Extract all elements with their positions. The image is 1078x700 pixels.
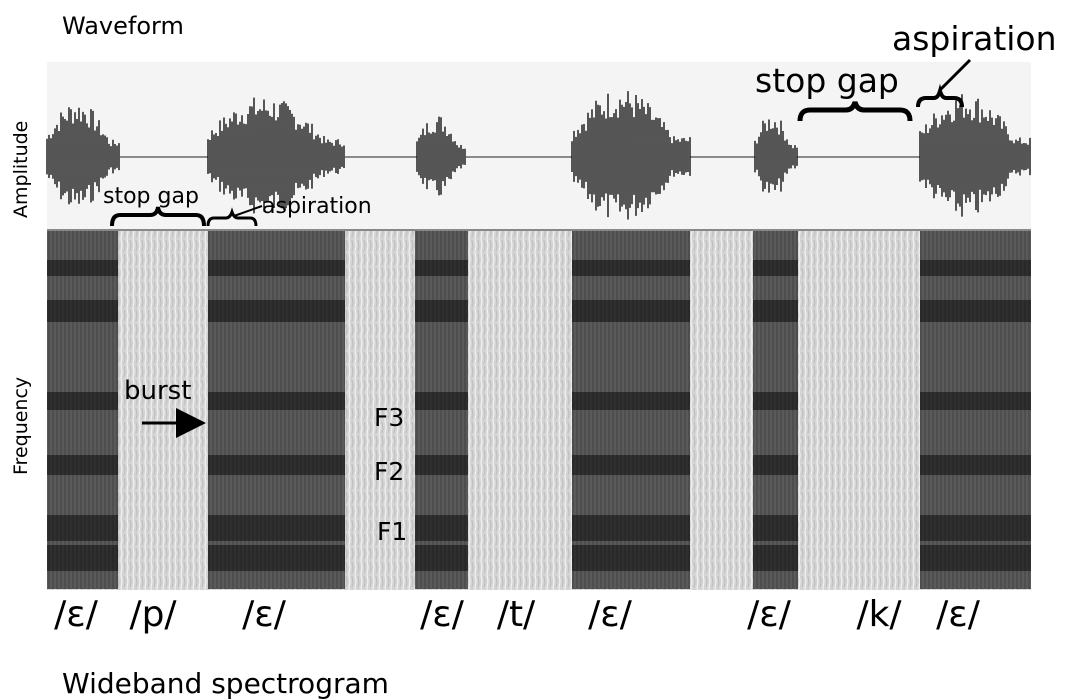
waveform-voiced-segment (754, 119, 798, 193)
waveform-title: Waveform (62, 12, 184, 40)
aspiration-k-brace (916, 83, 964, 108)
formant-label-f3: F3 (374, 403, 405, 432)
glottal-striation (415, 231, 468, 589)
segment-label: /ɛ/ (747, 594, 791, 635)
segment-label: /ɛ/ (242, 594, 286, 635)
frequency-axis-label: Frequency (10, 376, 32, 475)
glottal-striation (208, 231, 345, 589)
segment-label: /ɛ/ (54, 594, 98, 635)
aspiration-k-label: aspiration (892, 19, 1057, 58)
glottal-striation (920, 231, 1031, 589)
spectrogram-background (47, 230, 1031, 590)
aspiration-p-label: aspiration (262, 194, 372, 219)
waveform-voiced-segment (207, 97, 345, 214)
glottal-striation (572, 231, 690, 589)
segment-label: /ɛ/ (588, 594, 632, 635)
stop-gap-k-label: stop gap (755, 61, 899, 100)
stop-gap-k-brace (797, 101, 913, 122)
stop-gap-p-label: stop gap (103, 184, 199, 209)
waveform-bursts (46, 91, 1031, 220)
segment-label: /p/ (129, 594, 177, 635)
waveform-panel (46, 62, 1031, 230)
aspiration-k-pointer (938, 58, 972, 92)
segment-label: /k/ (856, 594, 902, 635)
burst-label: burst (124, 376, 192, 406)
formant-label-f1: F1 (377, 517, 408, 546)
waveform-voiced-segment (416, 116, 466, 196)
segment-label: /t/ (496, 594, 536, 635)
glottal-striation (753, 231, 798, 589)
waveform-voiced-segment (571, 91, 691, 220)
segment-label: /ɛ/ (936, 594, 980, 635)
spectrogram-vowel-blocks (47, 231, 1031, 589)
waveform-voiced-segment (919, 94, 1031, 217)
spectrogram-title: Wideband spectrogram (62, 667, 389, 700)
aspiration-p-pointer (233, 205, 263, 217)
spectrogram-panel (47, 229, 1031, 590)
amplitude-axis-label: Amplitude (10, 120, 32, 218)
stop-gap-p-brace (110, 206, 206, 227)
segment-label: /ɛ/ (420, 594, 464, 635)
formant-label-f2: F2 (374, 457, 405, 486)
aspiration-p-brace (206, 207, 258, 227)
glottal-striation (47, 231, 118, 589)
waveform-voiced-segment (46, 107, 120, 205)
